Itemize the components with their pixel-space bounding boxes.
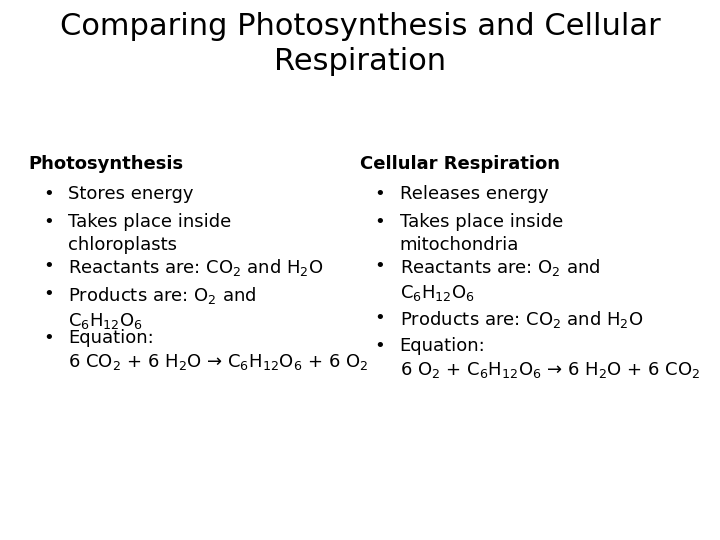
Text: Comparing Photosynthesis and Cellular
Respiration: Comparing Photosynthesis and Cellular Re…	[60, 12, 660, 76]
Text: Equation:
6 O$_2$ + C$_6$H$_{12}$O$_6$ → 6 H$_2$O + 6 CO$_2$: Equation: 6 O$_2$ + C$_6$H$_{12}$O$_6$ →…	[400, 337, 700, 380]
Text: •: •	[43, 329, 54, 347]
Text: Stores energy: Stores energy	[68, 185, 194, 203]
Text: Photosynthesis: Photosynthesis	[29, 155, 184, 173]
Text: •: •	[43, 185, 54, 203]
Text: Cellular Respiration: Cellular Respiration	[360, 155, 560, 173]
Text: •: •	[374, 185, 385, 203]
Text: Takes place inside
mitochondria: Takes place inside mitochondria	[400, 213, 563, 254]
Text: Releases energy: Releases energy	[400, 185, 548, 203]
Text: •: •	[43, 285, 54, 303]
Text: •: •	[374, 337, 385, 355]
Text: •: •	[43, 257, 54, 275]
Text: •: •	[374, 213, 385, 231]
Text: •: •	[374, 257, 385, 275]
Text: Reactants are: CO$_2$ and H$_2$O: Reactants are: CO$_2$ and H$_2$O	[68, 257, 324, 278]
Text: Equation:
6 CO$_2$ + 6 H$_2$O → C$_6$H$_{12}$O$_6$ + 6 O$_2$: Equation: 6 CO$_2$ + 6 H$_2$O → C$_6$H$_…	[68, 329, 369, 372]
Text: Products are: O$_2$ and
C$_6$H$_{12}$O$_6$: Products are: O$_2$ and C$_6$H$_{12}$O$_…	[68, 285, 256, 331]
Text: •: •	[43, 213, 54, 231]
Text: Reactants are: O$_2$ and
C$_6$H$_{12}$O$_6$: Reactants are: O$_2$ and C$_6$H$_{12}$O$…	[400, 257, 600, 303]
Text: Takes place inside
chloroplasts: Takes place inside chloroplasts	[68, 213, 232, 254]
Text: Products are: CO$_2$ and H$_2$O: Products are: CO$_2$ and H$_2$O	[400, 309, 643, 330]
Text: •: •	[374, 309, 385, 327]
